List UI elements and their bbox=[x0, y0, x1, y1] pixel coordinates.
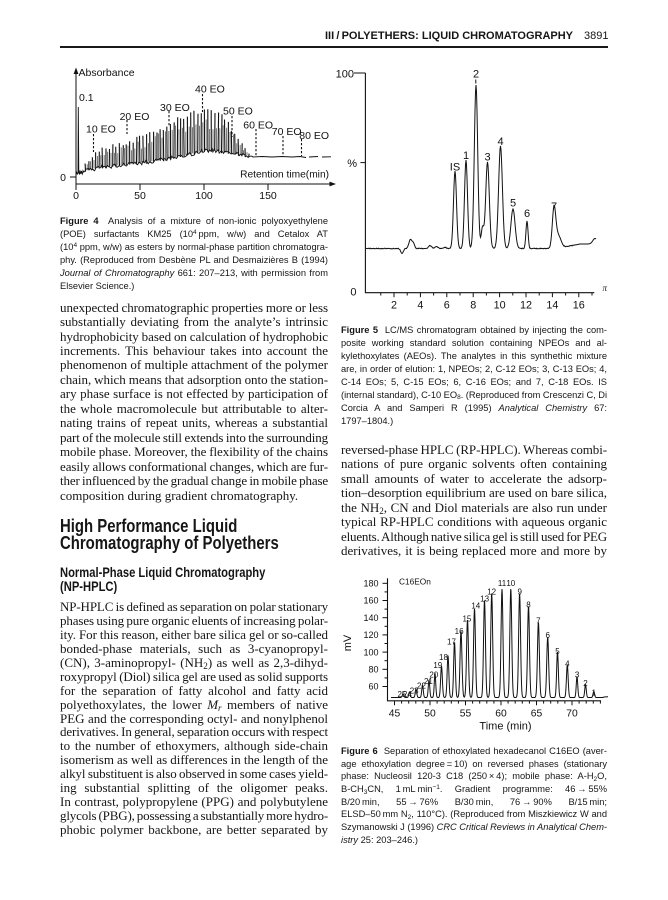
svg-text:8: 8 bbox=[470, 300, 476, 312]
svg-text:14: 14 bbox=[471, 602, 480, 611]
svg-text:12: 12 bbox=[487, 588, 496, 597]
svg-text:4: 4 bbox=[565, 659, 570, 668]
svg-text:60: 60 bbox=[495, 709, 507, 720]
svg-text:7: 7 bbox=[536, 616, 541, 625]
svg-text:18: 18 bbox=[439, 653, 448, 662]
svg-text:16: 16 bbox=[455, 627, 464, 636]
svg-text:π: π bbox=[603, 283, 608, 293]
svg-text:C16EOn: C16EOn bbox=[399, 577, 431, 587]
svg-text:Absorbance: Absorbance bbox=[79, 67, 135, 79]
svg-text:8: 8 bbox=[526, 601, 531, 610]
svg-text:10 EO: 10 EO bbox=[86, 124, 116, 136]
svg-text:60 EO: 60 EO bbox=[243, 120, 273, 132]
svg-text:45: 45 bbox=[389, 709, 401, 720]
svg-text:9: 9 bbox=[517, 588, 522, 597]
svg-text:2: 2 bbox=[391, 300, 397, 312]
svg-text:4: 4 bbox=[417, 300, 423, 312]
svg-text:180: 180 bbox=[363, 579, 378, 589]
svg-text:0.1: 0.1 bbox=[79, 92, 94, 104]
svg-text:23: 23 bbox=[410, 687, 419, 696]
svg-text:mV: mV bbox=[342, 634, 354, 651]
svg-text:2: 2 bbox=[473, 68, 479, 80]
svg-text:10: 10 bbox=[494, 300, 506, 312]
svg-text:70: 70 bbox=[566, 709, 578, 720]
svg-text:100: 100 bbox=[336, 68, 354, 80]
svg-text:25: 25 bbox=[397, 690, 406, 699]
svg-text:50: 50 bbox=[134, 190, 146, 202]
svg-text:14: 14 bbox=[546, 300, 558, 312]
svg-text:1: 1 bbox=[463, 150, 469, 162]
svg-text:Retention time(min): Retention time(min) bbox=[240, 170, 329, 181]
svg-text:11: 11 bbox=[498, 579, 507, 588]
svg-text:3: 3 bbox=[484, 152, 490, 164]
svg-text:50 EO: 50 EO bbox=[223, 106, 253, 118]
svg-text:4: 4 bbox=[497, 136, 503, 148]
svg-text:12: 12 bbox=[520, 300, 532, 312]
svg-text:30 EO: 30 EO bbox=[160, 102, 190, 114]
svg-text:24: 24 bbox=[403, 690, 412, 699]
svg-text:5: 5 bbox=[555, 647, 560, 656]
svg-text:3: 3 bbox=[575, 670, 580, 679]
svg-text:1: 1 bbox=[592, 689, 597, 698]
svg-text:100: 100 bbox=[195, 190, 213, 202]
svg-text:100: 100 bbox=[363, 647, 378, 657]
svg-text:17: 17 bbox=[447, 638, 456, 647]
svg-text:IS: IS bbox=[450, 162, 460, 174]
svg-text:65: 65 bbox=[531, 709, 543, 720]
svg-text:13: 13 bbox=[480, 594, 489, 603]
svg-text:60: 60 bbox=[368, 682, 378, 692]
svg-text:150: 150 bbox=[259, 190, 277, 202]
svg-text:21: 21 bbox=[424, 677, 433, 686]
svg-text:7: 7 bbox=[551, 201, 557, 213]
svg-text:22: 22 bbox=[417, 682, 426, 691]
svg-text:19: 19 bbox=[433, 661, 442, 670]
svg-text:120: 120 bbox=[363, 630, 378, 640]
svg-text:%: % bbox=[347, 158, 357, 170]
svg-text:20 EO: 20 EO bbox=[120, 111, 150, 123]
svg-text:80: 80 bbox=[368, 665, 378, 675]
svg-text:2: 2 bbox=[583, 679, 588, 688]
svg-text:16: 16 bbox=[573, 300, 585, 312]
svg-text:Time (min): Time (min) bbox=[479, 721, 531, 733]
svg-text:40 EO: 40 EO bbox=[195, 84, 225, 96]
svg-text:15: 15 bbox=[462, 615, 471, 624]
svg-text:70 EO: 70 EO bbox=[272, 126, 302, 138]
svg-text:0: 0 bbox=[350, 287, 356, 299]
svg-text:20: 20 bbox=[429, 671, 438, 680]
svg-text:6: 6 bbox=[524, 208, 530, 220]
svg-text:6: 6 bbox=[444, 300, 450, 312]
svg-text:10: 10 bbox=[506, 579, 515, 588]
svg-text:0: 0 bbox=[73, 190, 79, 202]
svg-text:80 EO: 80 EO bbox=[299, 130, 329, 142]
svg-text:6: 6 bbox=[545, 631, 550, 640]
svg-text:160: 160 bbox=[363, 596, 378, 606]
svg-text:5: 5 bbox=[510, 198, 516, 210]
svg-text:55: 55 bbox=[460, 709, 472, 720]
svg-text:0: 0 bbox=[60, 172, 66, 184]
svg-text:50: 50 bbox=[424, 709, 436, 720]
svg-text:140: 140 bbox=[363, 613, 378, 623]
